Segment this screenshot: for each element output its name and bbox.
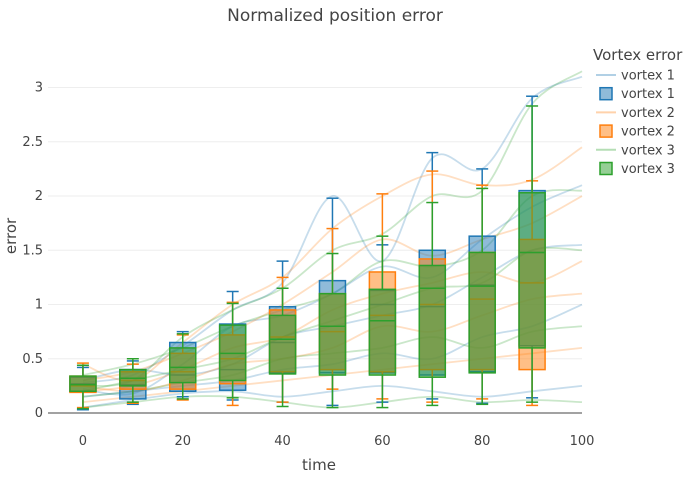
legend-label: vortex 2 bbox=[621, 106, 675, 121]
y-tick-label: 0 bbox=[35, 406, 43, 421]
box-group bbox=[518, 105, 546, 403]
x-tick-label: 20 bbox=[174, 434, 191, 449]
grid-layer bbox=[48, 87, 582, 414]
legend-box-swatch bbox=[599, 124, 613, 138]
box-body bbox=[468, 251, 496, 374]
chart-title: Normalized position error bbox=[227, 6, 443, 26]
legend-label: vortex 1 bbox=[621, 69, 675, 84]
box-layer bbox=[69, 95, 546, 411]
box-group bbox=[69, 364, 97, 410]
box-group bbox=[368, 235, 397, 409]
box-group bbox=[218, 302, 247, 399]
box-group bbox=[168, 333, 197, 400]
legend-box-swatch bbox=[599, 161, 613, 176]
box-body bbox=[318, 292, 347, 376]
axis-layer: 0 0.5 1 1.5 2 2.5 3 0 20 40 60 80 100 bbox=[22, 81, 594, 449]
legend-item: vortex 1 bbox=[599, 86, 675, 102]
legend-item: vortex 3 bbox=[599, 161, 675, 177]
y-tick-label: 2.5 bbox=[22, 135, 43, 150]
box-group bbox=[418, 201, 447, 407]
x-tick-label: 40 bbox=[274, 434, 291, 449]
legend-label: vortex 2 bbox=[621, 125, 675, 140]
box-body bbox=[518, 192, 546, 349]
legend[interactable]: Vortex error vortex 1 vortex 1 vortex 2 vor… bbox=[593, 46, 683, 177]
x-tick-label: 100 bbox=[570, 434, 595, 449]
y-tick-label: 3 bbox=[35, 81, 43, 96]
legend-label: vortex 3 bbox=[621, 143, 675, 158]
y-tick-label: 1 bbox=[35, 298, 43, 313]
x-axis-title: time bbox=[302, 456, 336, 474]
box-group bbox=[119, 358, 147, 403]
box-body bbox=[168, 347, 197, 384]
legend-item: vortex 2 bbox=[596, 106, 675, 121]
legend-item: vortex 2 bbox=[599, 124, 675, 140]
legend-label: vortex 1 bbox=[621, 87, 675, 102]
legend-label: vortex 3 bbox=[621, 162, 675, 177]
box-group bbox=[268, 287, 297, 408]
legend-box-swatch bbox=[599, 86, 613, 101]
legend-item: vortex 1 bbox=[596, 69, 675, 84]
legend-item: vortex 3 bbox=[596, 143, 675, 158]
x-tick-label: 80 bbox=[474, 434, 491, 449]
box-body bbox=[418, 264, 447, 378]
x-tick-label: 60 bbox=[374, 434, 391, 449]
box-body bbox=[368, 288, 397, 376]
y-tick-label: 1.5 bbox=[22, 243, 43, 258]
y-tick-label: 2 bbox=[35, 189, 43, 204]
x-tick-label: 0 bbox=[79, 434, 87, 449]
y-axis-title: error bbox=[2, 217, 20, 254]
box-body bbox=[268, 314, 297, 375]
box-group bbox=[318, 252, 347, 409]
y-tick-label: 0.5 bbox=[22, 352, 43, 367]
legend-title: Vortex error bbox=[593, 46, 683, 64]
box-body bbox=[69, 375, 97, 393]
box-group bbox=[468, 187, 496, 406]
